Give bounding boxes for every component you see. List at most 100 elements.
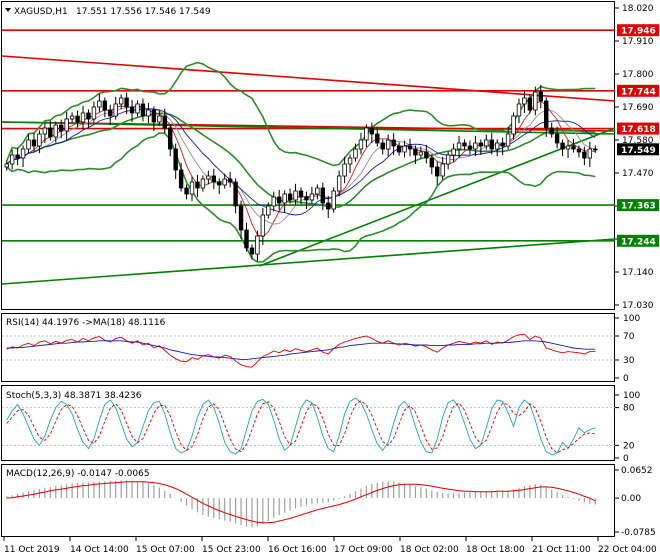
candle-body bbox=[217, 181, 222, 186]
price-axis-label: 17.690 bbox=[622, 103, 654, 113]
candle-body bbox=[173, 148, 178, 171]
time-axis-label: 22 Oct 04:00 bbox=[598, 545, 657, 555]
price-tag-label: 17.363 bbox=[621, 202, 656, 212]
candle-body bbox=[102, 100, 108, 111]
rsi-series-1 bbox=[6, 340, 596, 360]
candle-body bbox=[445, 154, 451, 165]
rsi-axis-label: 70 bbox=[623, 332, 635, 342]
price-tag-box bbox=[617, 234, 659, 247]
candle-body bbox=[91, 106, 97, 120]
candle-body bbox=[238, 205, 244, 231]
candle-body bbox=[315, 187, 320, 195]
candle-body bbox=[31, 139, 37, 147]
candle-body bbox=[64, 118, 69, 132]
candle-body bbox=[576, 148, 582, 153]
price-tag-label: 17.549 bbox=[621, 146, 656, 156]
candle-body bbox=[544, 100, 549, 129]
candle-body bbox=[146, 109, 151, 117]
candle-body bbox=[587, 148, 593, 159]
candle-body bbox=[511, 115, 516, 135]
rsi-panel bbox=[1, 313, 615, 382]
time-axis-label: 16 Oct 16:00 bbox=[268, 545, 327, 555]
candle-body bbox=[380, 142, 385, 150]
candle-body bbox=[266, 205, 271, 216]
time-axis-label: 15 Oct 23:00 bbox=[202, 545, 261, 555]
price-tag-box bbox=[617, 143, 659, 156]
price-axis-label: 17.470 bbox=[622, 169, 654, 179]
candle-body bbox=[484, 139, 489, 147]
candle-body bbox=[527, 97, 533, 111]
candle-body bbox=[255, 235, 260, 255]
time-axis-label: 18 Oct 02:00 bbox=[400, 545, 459, 555]
candle-body bbox=[20, 148, 26, 159]
candle-body bbox=[385, 139, 391, 150]
candle-body bbox=[293, 190, 298, 201]
price-tag-box bbox=[617, 122, 659, 135]
trend-line-4 bbox=[259, 127, 616, 267]
candle-body bbox=[227, 178, 233, 183]
price-axis-label: 17.910 bbox=[622, 37, 654, 47]
time-axis-label: 17 Oct 09:00 bbox=[334, 545, 393, 555]
candle-body bbox=[157, 115, 162, 123]
candle-body bbox=[538, 91, 543, 102]
candle-body bbox=[331, 190, 336, 210]
candle-body bbox=[375, 133, 380, 144]
macd-axis-label: -0.0785 bbox=[621, 528, 656, 538]
time-axis-label: 14 Oct 14:00 bbox=[70, 545, 129, 555]
candle-body bbox=[582, 151, 587, 159]
candle-body bbox=[97, 100, 102, 108]
rsi-series-0 bbox=[6, 333, 596, 368]
symbol-label: XAGUSD,H1 bbox=[14, 7, 68, 17]
candle-body bbox=[211, 175, 217, 183]
candle-body bbox=[304, 196, 309, 201]
candle-body bbox=[326, 202, 331, 210]
candle-body bbox=[358, 139, 364, 150]
stoch-axis-label: 20 bbox=[623, 441, 635, 451]
candle-body bbox=[287, 193, 293, 201]
candle-body bbox=[353, 148, 358, 159]
time-axis-label: 18 Oct 18:00 bbox=[466, 545, 525, 555]
candle-body bbox=[347, 157, 353, 165]
rsi-axis-label: 100 bbox=[623, 314, 640, 324]
stoch-title: Stoch(5,3,3) 48.3871 38.4236 bbox=[6, 391, 142, 401]
price-chart-layer bbox=[1, 29, 616, 285]
candle-body bbox=[80, 112, 86, 123]
price-tag-label: 17.744 bbox=[621, 87, 656, 97]
macd-axis-label: 0.0652 bbox=[621, 466, 653, 476]
candle-body bbox=[494, 142, 500, 150]
macd-title: MACD(12,26,9) -0.0147 -0.0065 bbox=[6, 469, 150, 479]
candle-body bbox=[113, 103, 118, 117]
candle-body bbox=[407, 145, 413, 150]
candle-body bbox=[593, 148, 598, 151]
candle-body bbox=[522, 97, 527, 105]
candle-body bbox=[168, 127, 173, 150]
candle-body bbox=[500, 142, 505, 147]
candle-body bbox=[69, 115, 75, 120]
candle-body bbox=[402, 145, 407, 153]
trend-line-0 bbox=[1, 55, 616, 102]
candle-body bbox=[369, 127, 375, 135]
dropdown-triangle-icon[interactable] bbox=[5, 8, 11, 12]
candle-body bbox=[342, 163, 347, 177]
candle-body bbox=[48, 127, 53, 138]
candle-body bbox=[124, 97, 129, 108]
price-tag-label: 17.946 bbox=[621, 27, 656, 37]
price-axis-label: 17.580 bbox=[622, 136, 654, 146]
candle-body bbox=[533, 91, 538, 111]
candle-body bbox=[249, 247, 255, 255]
ohlc-label: 17.551 17.556 17.546 17.549 bbox=[76, 7, 211, 17]
candle-body bbox=[429, 157, 434, 168]
price-tag-box bbox=[617, 199, 659, 212]
stoch-axis-label: 0 bbox=[623, 454, 629, 464]
candle-body bbox=[184, 187, 189, 195]
price-axis-label: 17.800 bbox=[622, 70, 654, 80]
candle-body bbox=[391, 139, 396, 147]
time-axis-label: 21 Oct 11:00 bbox=[532, 545, 591, 555]
trend-line-3 bbox=[1, 238, 616, 285]
rsi-title: RSI(14) 44.1976 ->MA(18) 48.1116 bbox=[6, 318, 166, 328]
price-axis-label: 17.030 bbox=[622, 301, 654, 311]
candle-body bbox=[489, 139, 494, 150]
candle-body bbox=[554, 133, 560, 144]
candle-body bbox=[516, 103, 522, 117]
